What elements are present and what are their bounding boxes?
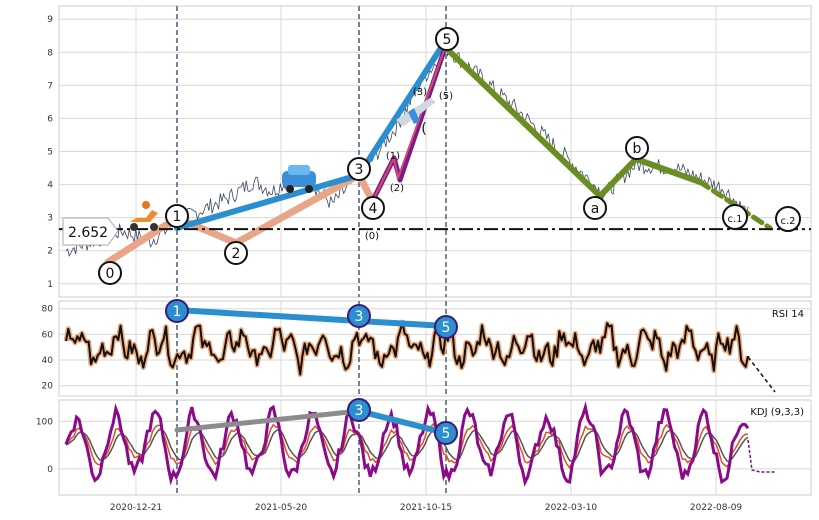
- wave-label-circle: [361, 196, 385, 220]
- price-tag: 2.652: [62, 217, 119, 246]
- kdj-gray-divergence-line: [174, 408, 362, 433]
- x-tick-label: 2021-05-20: [255, 503, 308, 513]
- wave-label-circle: [775, 206, 801, 232]
- rsi-line: [65, 321, 749, 376]
- x-axis-ticks: 2020-12-21 2021-05-20 2021-10-15 2022-03-10…: [110, 503, 743, 513]
- wave-label-circle: [435, 27, 459, 51]
- rsi-divergence-circle: [165, 299, 189, 323]
- x-tick-label: 2022-03-10: [545, 503, 598, 513]
- wave-label-text: 5: [443, 32, 452, 48]
- wave-label-text: (1): [386, 151, 400, 162]
- wave-label-circle: [165, 204, 189, 228]
- wave-label-circle: [98, 261, 122, 285]
- wave-label-circle: [583, 196, 607, 220]
- kdj-projection-line: [747, 439, 776, 473]
- rsi-divergence-labels: 1 3 5: [165, 299, 458, 339]
- wave-label-text: c.1: [727, 214, 742, 225]
- wave-label-circle: [625, 136, 649, 160]
- y-tick-label: 2: [47, 247, 53, 257]
- y-tick-label: 1: [47, 280, 53, 290]
- x-tick-label: 2021-10-15: [400, 503, 452, 513]
- y-tick-label: 6: [47, 114, 53, 124]
- y-tick-label: 60: [42, 330, 54, 340]
- wave-label-text: 0: [106, 266, 115, 282]
- rsi-divergence-text: 1: [173, 304, 182, 320]
- wave-label-text: c.2: [780, 216, 795, 227]
- wave-label-circle: [722, 204, 748, 230]
- wave-label-text: 4: [369, 201, 378, 217]
- y-tick-label: 9: [47, 15, 53, 25]
- olive-trend-line: [443, 45, 703, 199]
- kdj-divergence-circle: [347, 398, 371, 422]
- kdj-y-ticks: 0 100: [36, 417, 53, 475]
- wave-label-text: b: [633, 141, 642, 157]
- rsi-divergence-text: 5: [442, 320, 451, 336]
- y-tick-label: 5: [47, 148, 53, 158]
- kdj-divergence-line: [356, 408, 449, 436]
- y-tick-label: 7: [47, 81, 53, 91]
- airplane-icon: [396, 98, 436, 126]
- car-icon: [282, 165, 316, 193]
- kdj-divergence-text: 3: [355, 403, 364, 419]
- y-tick-label: 20: [42, 382, 54, 392]
- y-tick-label: 80: [42, 305, 54, 315]
- wave-label-text: (2): [390, 183, 404, 194]
- wave-label-text: 2: [232, 246, 241, 262]
- y-tick-label: 40: [42, 356, 54, 366]
- wave-label-circle: [224, 241, 248, 265]
- y-tick-label: 3: [47, 214, 53, 224]
- price-y-ticks: 1 2 3 4 5 6 7 8 9: [47, 15, 53, 290]
- scooter-icon: [130, 201, 158, 231]
- wave-label-text: (: [421, 121, 426, 137]
- y-tick-label: 0: [47, 465, 53, 475]
- support-value-label: 2.652: [68, 225, 108, 241]
- kdj-divergence-text: 5: [442, 426, 451, 442]
- rsi-divergence-text: 3: [355, 309, 364, 325]
- kdj-divergence-labels: 35: [347, 398, 458, 445]
- x-tick-label: 2022-08-09: [690, 503, 743, 513]
- wave-label-text: a: [591, 201, 600, 217]
- wave-label-text: (5): [439, 91, 453, 102]
- rsi-legend: RSI 14: [772, 309, 804, 320]
- price-panel: 1 2 3 4 5 6 7 8 9 0 1 2 3 4 5 a b c.1 c.2 (0) (1) (2) (3) (5) (…: [47, 5, 812, 298]
- wave-label-text: 1: [173, 209, 182, 225]
- wave-labels: 0 1 2 3 4 5 a b c.1 c.2 (0) (1) (2) (3) (5) (: [98, 27, 801, 285]
- vertical-markers: [176, 6, 447, 297]
- rsi-y-ticks: 20 40 60 80: [42, 305, 54, 392]
- wave-label-text: 3: [355, 162, 364, 178]
- kdj-j-line: [64, 401, 750, 487]
- y-tick-label: 4: [47, 181, 53, 191]
- price-grid: [59, 6, 811, 297]
- y-tick-label: 8: [47, 48, 53, 58]
- rsi-projection-line: [747, 356, 776, 393]
- x-tick-label: 2020-12-21: [110, 503, 162, 513]
- rsi-divergence-circle: [347, 304, 371, 328]
- kdj-legend: KDJ (9,3,3): [750, 407, 804, 418]
- kdj-divergence-circle: [434, 421, 458, 445]
- kdj-series: [64, 401, 776, 487]
- wave-label-circle: [347, 157, 371, 181]
- rsi-divergence-circle: [434, 315, 458, 339]
- wave-label-text: (0): [365, 231, 379, 242]
- rsi-panel: 20 40 60 80 1 3 5 RSI 14: [42, 299, 812, 397]
- y-tick-label: 100: [36, 417, 53, 427]
- wave-label-text: (3): [413, 87, 427, 98]
